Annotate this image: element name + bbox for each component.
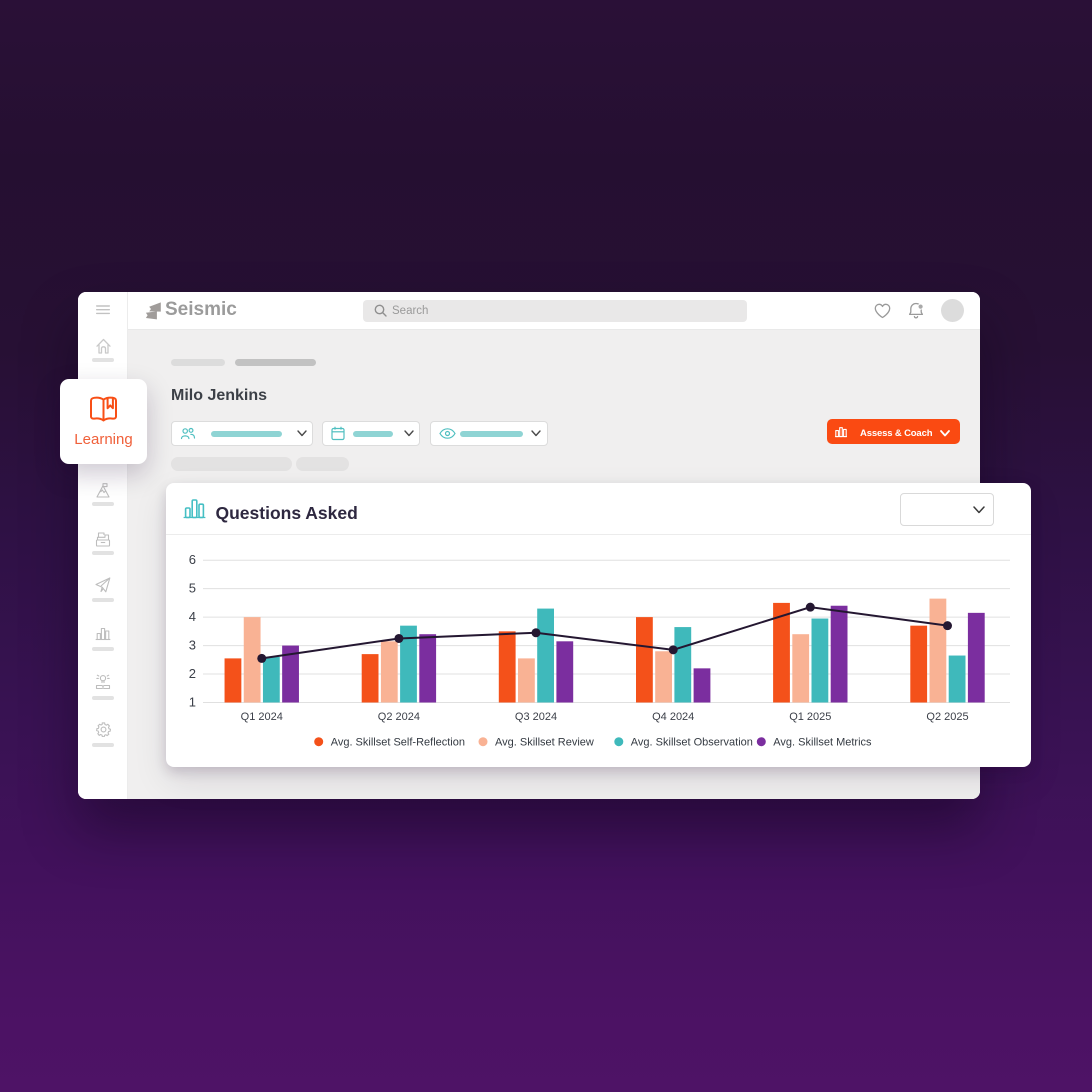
svg-text:Q1 2025: Q1 2025 (789, 711, 831, 723)
svg-text:Q1 2024: Q1 2024 (241, 711, 283, 723)
svg-text:Q3 2024: Q3 2024 (515, 711, 557, 723)
svg-text:Q2 2025: Q2 2025 (926, 711, 968, 723)
svg-text:Avg. Skillset Metrics: Avg. Skillset Metrics (773, 737, 872, 749)
svg-text:Q2 2024: Q2 2024 (378, 711, 420, 723)
svg-text:2: 2 (189, 666, 196, 681)
svg-text:3: 3 (189, 638, 196, 653)
svg-text:Avg. Skillset Review: Avg. Skillset Review (495, 737, 594, 749)
svg-text:4: 4 (189, 609, 196, 624)
svg-text:Avg. Skillset Observation: Avg. Skillset Observation (631, 737, 753, 749)
svg-text:Q4 2024: Q4 2024 (652, 711, 694, 723)
svg-text:1: 1 (189, 695, 196, 710)
svg-text:5: 5 (189, 581, 196, 596)
svg-text:Avg. Skillset Self-Reflection: Avg. Skillset Self-Reflection (331, 737, 465, 749)
svg-text:6: 6 (189, 552, 196, 567)
